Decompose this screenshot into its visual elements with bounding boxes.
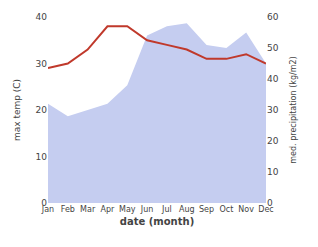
svg-text:60: 60	[267, 12, 279, 22]
svg-text:30: 30	[36, 59, 48, 69]
svg-text:20: 20	[267, 136, 279, 146]
svg-text:med. precipitation (kg/m2): med. precipitation (kg/m2)	[289, 56, 298, 163]
svg-text:Mar: Mar	[80, 205, 96, 214]
svg-text:20: 20	[36, 105, 48, 115]
svg-text:40: 40	[36, 12, 48, 22]
svg-text:Apr: Apr	[101, 205, 116, 214]
svg-text:Sep: Sep	[199, 205, 214, 214]
svg-text:Nov: Nov	[238, 205, 254, 214]
svg-text:10: 10	[267, 167, 279, 177]
svg-text:Jul: Jul	[161, 205, 172, 214]
svg-text:max temp (C): max temp (C)	[12, 79, 22, 141]
svg-text:0: 0	[41, 198, 47, 208]
svg-text:Jan: Jan	[41, 205, 54, 214]
svg-text:Jun: Jun	[140, 205, 154, 214]
svg-text:10: 10	[36, 152, 48, 162]
svg-text:0: 0	[267, 198, 273, 208]
svg-text:Aug: Aug	[179, 205, 195, 214]
svg-text:50: 50	[267, 43, 279, 53]
svg-text:May: May	[119, 205, 136, 214]
svg-text:date (month): date (month)	[120, 216, 194, 227]
svg-text:Dec: Dec	[258, 205, 273, 214]
svg-text:Feb: Feb	[61, 205, 75, 214]
svg-text:Oct: Oct	[219, 205, 233, 214]
svg-text:30: 30	[267, 105, 279, 115]
svg-text:40: 40	[267, 74, 279, 84]
